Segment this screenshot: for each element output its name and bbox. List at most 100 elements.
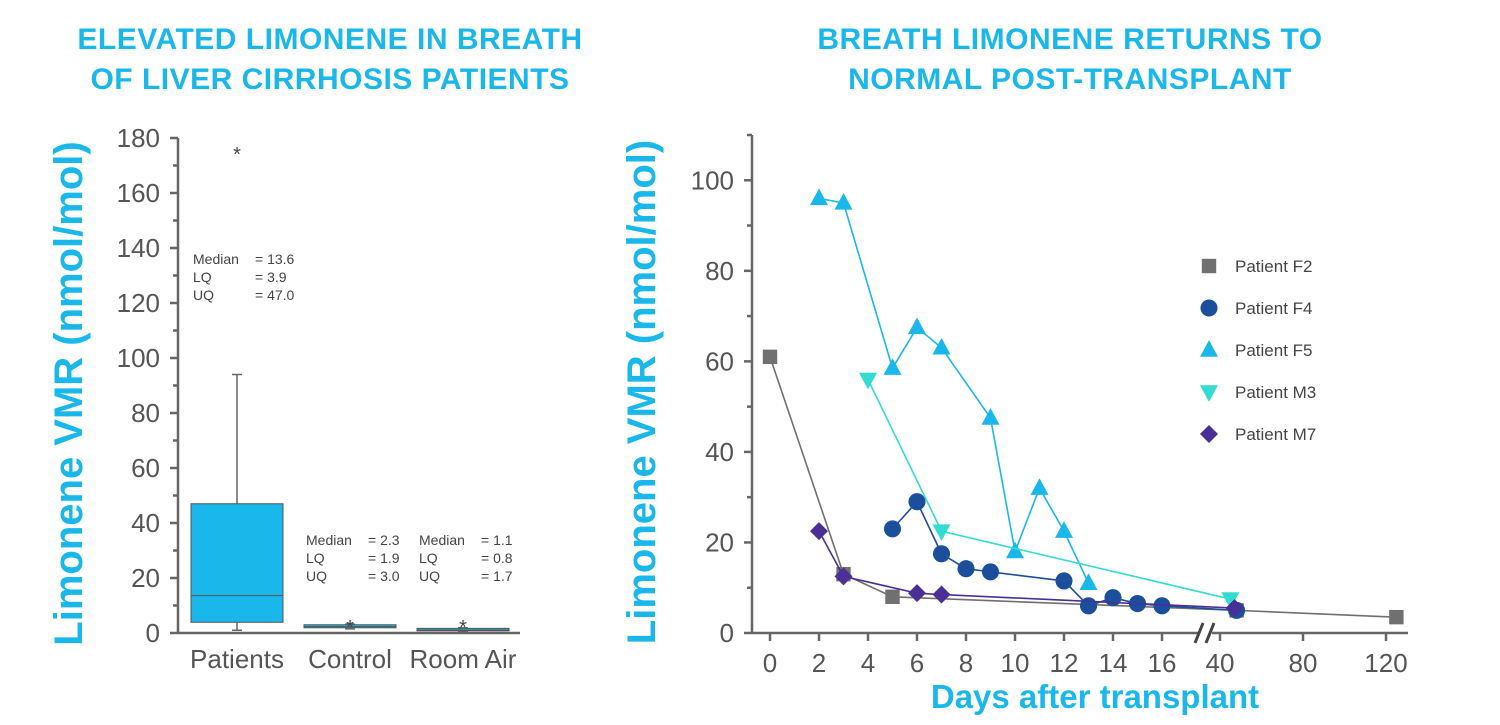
- stat-value: = 47.0: [255, 287, 295, 303]
- legend-label: Patient F2: [1235, 257, 1313, 276]
- data-point-patient-f5: [883, 358, 902, 375]
- legend-marker-patient-f4: [1200, 299, 1218, 317]
- right-x-tick-label: 16: [1148, 648, 1177, 678]
- stat-value: = 1.9: [368, 550, 400, 566]
- right-y-axis-label: Limonene VMR (nmol/mol): [620, 140, 664, 644]
- right-x-axis-label: Days after transplant: [931, 678, 1259, 715]
- data-point-patient-f4: [1079, 597, 1098, 615]
- right-x-tick-label: 2: [812, 648, 826, 678]
- stat-value: = 1.1: [481, 532, 513, 548]
- stat-value: = 3.9: [255, 269, 287, 285]
- data-point-patient-f4: [908, 493, 926, 511]
- stat-label: UQ: [306, 568, 327, 584]
- stat-label: UQ: [419, 568, 440, 584]
- legend-marker-patient-m7: [1200, 425, 1218, 443]
- axis-break-mark: [1193, 622, 1205, 644]
- data-point-patient-m3: [859, 372, 877, 390]
- left-y-tick-label: 120: [117, 288, 160, 318]
- data-point-patient-f5: [1079, 573, 1098, 590]
- data-point-patient-f2: [762, 349, 778, 365]
- legend-marker-patient-m3: [1200, 385, 1218, 402]
- stat-label: LQ: [419, 550, 438, 566]
- right-x-tick-label: 120: [1364, 648, 1407, 678]
- right-x-tick-label: 10: [1001, 648, 1030, 678]
- data-point-patient-f4: [981, 563, 1000, 581]
- stat-value: = 2.3: [368, 532, 400, 548]
- left-y-tick-label: 80: [131, 398, 160, 428]
- stat-label: LQ: [306, 550, 325, 566]
- stat-value: = 1.7: [481, 568, 513, 584]
- axis-break-mark: [1204, 622, 1216, 644]
- data-point-patient-m7: [834, 567, 853, 586]
- data-point-patient-m3: [932, 524, 951, 542]
- stat-label: UQ: [193, 287, 214, 303]
- series-line-patient-m3: [867, 379, 1231, 600]
- right-y-tick-label: 80: [705, 256, 734, 286]
- data-point-patient-m7: [810, 522, 828, 541]
- left-y-tick-label: 180: [117, 123, 160, 153]
- right-x-tick-label: 0: [763, 648, 777, 678]
- right-y-tick-label: 0: [720, 618, 734, 648]
- legend-marker-patient-f5: [1200, 340, 1218, 357]
- data-point-patient-f5: [1006, 541, 1024, 559]
- data-point-patient-m3: [1221, 592, 1240, 609]
- right-x-tick-label: 4: [861, 648, 875, 678]
- left-y-tick-label: 140: [117, 233, 160, 263]
- data-point-patient-f5: [908, 317, 926, 335]
- right-x-tick-label: 40: [1206, 648, 1235, 678]
- stat-label: LQ: [193, 269, 212, 285]
- outlier-marker: *: [233, 144, 241, 166]
- stat-label: Median: [193, 251, 239, 267]
- left-y-tick-label: 60: [131, 453, 160, 483]
- data-point-patient-f4: [883, 520, 902, 538]
- stat-label: Median: [419, 532, 465, 548]
- right-y-tick-label: 60: [705, 346, 734, 376]
- outlier-marker: *: [459, 617, 467, 639]
- data-point-patient-m7: [1225, 599, 1244, 618]
- left-y-tick-label: 0: [146, 618, 160, 648]
- data-point-patient-f5: [1055, 521, 1073, 538]
- left-y-tick-label: 100: [117, 343, 160, 373]
- left-x-tick-label: Patients: [190, 644, 284, 674]
- right-x-tick-label: 80: [1289, 648, 1318, 678]
- right-x-tick-label: 12: [1050, 648, 1079, 678]
- data-point-patient-m7: [908, 584, 926, 603]
- data-point-patient-f4: [1104, 589, 1122, 607]
- box-patients: [190, 503, 284, 623]
- legend-label: Patient M7: [1235, 425, 1316, 444]
- data-point-patient-f5: [932, 337, 951, 355]
- data-point-patient-f2: [885, 589, 900, 604]
- legend-label: Patient F4: [1235, 299, 1313, 318]
- right-y-tick-label: 40: [705, 437, 734, 467]
- data-point-patient-f2: [1389, 609, 1404, 625]
- right-y-tick-label: 100: [691, 165, 734, 195]
- right-chart-title: BREATH LIMONENE RETURNS TO NORMAL POST-TR…: [817, 23, 1323, 96]
- data-point-patient-f5: [981, 408, 1000, 425]
- data-point-patient-f4: [1055, 572, 1073, 590]
- left-y-tick-label: 20: [131, 563, 160, 593]
- right-x-tick-label: 8: [959, 648, 973, 678]
- series-line-patient-m7: [818, 530, 1235, 609]
- stat-value: = 13.6: [255, 251, 295, 267]
- stat-value: = 0.8: [481, 550, 513, 566]
- right-x-tick-label: 14: [1099, 648, 1128, 678]
- data-point-patient-m7: [932, 585, 951, 604]
- data-point-patient-f4: [1153, 597, 1171, 615]
- left-y-tick-label: 160: [117, 178, 160, 208]
- data-point-patient-f5: [834, 193, 853, 210]
- data-point-patient-f4: [957, 560, 975, 578]
- legend-label: Patient M3: [1235, 383, 1316, 402]
- outlier-marker: *: [346, 617, 354, 639]
- data-point-patient-f5: [1030, 478, 1049, 495]
- left-x-tick-label: Control: [308, 644, 392, 674]
- data-point-patient-f5: [810, 188, 828, 206]
- left-x-tick-label: Room Air: [410, 644, 517, 674]
- data-point-patient-f4: [932, 545, 951, 563]
- legend-marker-patient-f2: [1201, 258, 1217, 274]
- series-line-patient-f5: [818, 197, 1090, 584]
- right-x-tick-label: 6: [910, 648, 924, 678]
- left-chart-title: ELEVATED LIMONENE IN BREATH OF LIVER CIRR…: [77, 23, 583, 96]
- legend-label: Patient F5: [1235, 341, 1313, 360]
- left-y-tick-label: 40: [131, 508, 160, 538]
